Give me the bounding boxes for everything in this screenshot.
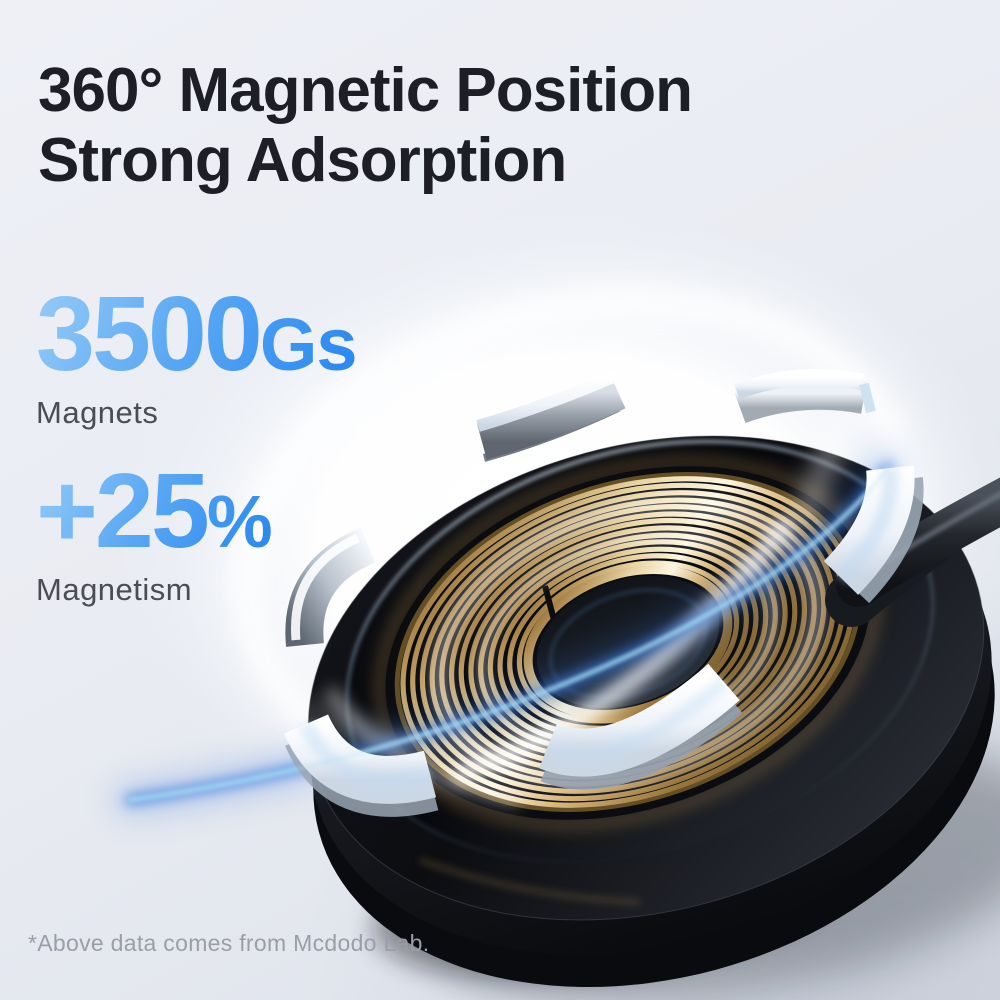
headline-line1: 360° Magnetic Position xyxy=(38,56,693,125)
stat-magnets-value-row: 3500 Gs xyxy=(36,281,357,387)
magnet-segment-bottom-center xyxy=(539,663,743,790)
footnote: *Above data comes from Mcdodo Lab. xyxy=(28,930,430,956)
magnet-segment-left-upper xyxy=(285,527,376,647)
magnet-segment-left-lower xyxy=(283,713,439,817)
stat-magnetism-unit: % xyxy=(206,480,272,563)
magnet-segment-top-center xyxy=(476,370,626,462)
stat-magnets: 3500 Gs Magnets xyxy=(36,281,357,431)
stat-magnets-value: 3500 xyxy=(36,275,260,393)
stat-magnets-label: Magnets xyxy=(36,395,159,430)
stat-magnetism: +25 % Magnetism xyxy=(36,458,272,608)
stat-magnetism-value-row: +25 % xyxy=(36,458,272,564)
headline: 360° Magnetic Position Strong Adsorption xyxy=(38,56,693,196)
magnet-segment-top-right xyxy=(734,368,876,424)
stat-magnetism-value: +25 xyxy=(36,452,207,570)
headline-line2: Strong Adsorption xyxy=(38,126,567,195)
magnet-segment-right xyxy=(823,465,924,604)
stat-magnets-unit: Gs xyxy=(259,303,357,386)
light-streak-front xyxy=(129,467,889,802)
stat-magnetism-label: Magnetism xyxy=(36,572,193,607)
